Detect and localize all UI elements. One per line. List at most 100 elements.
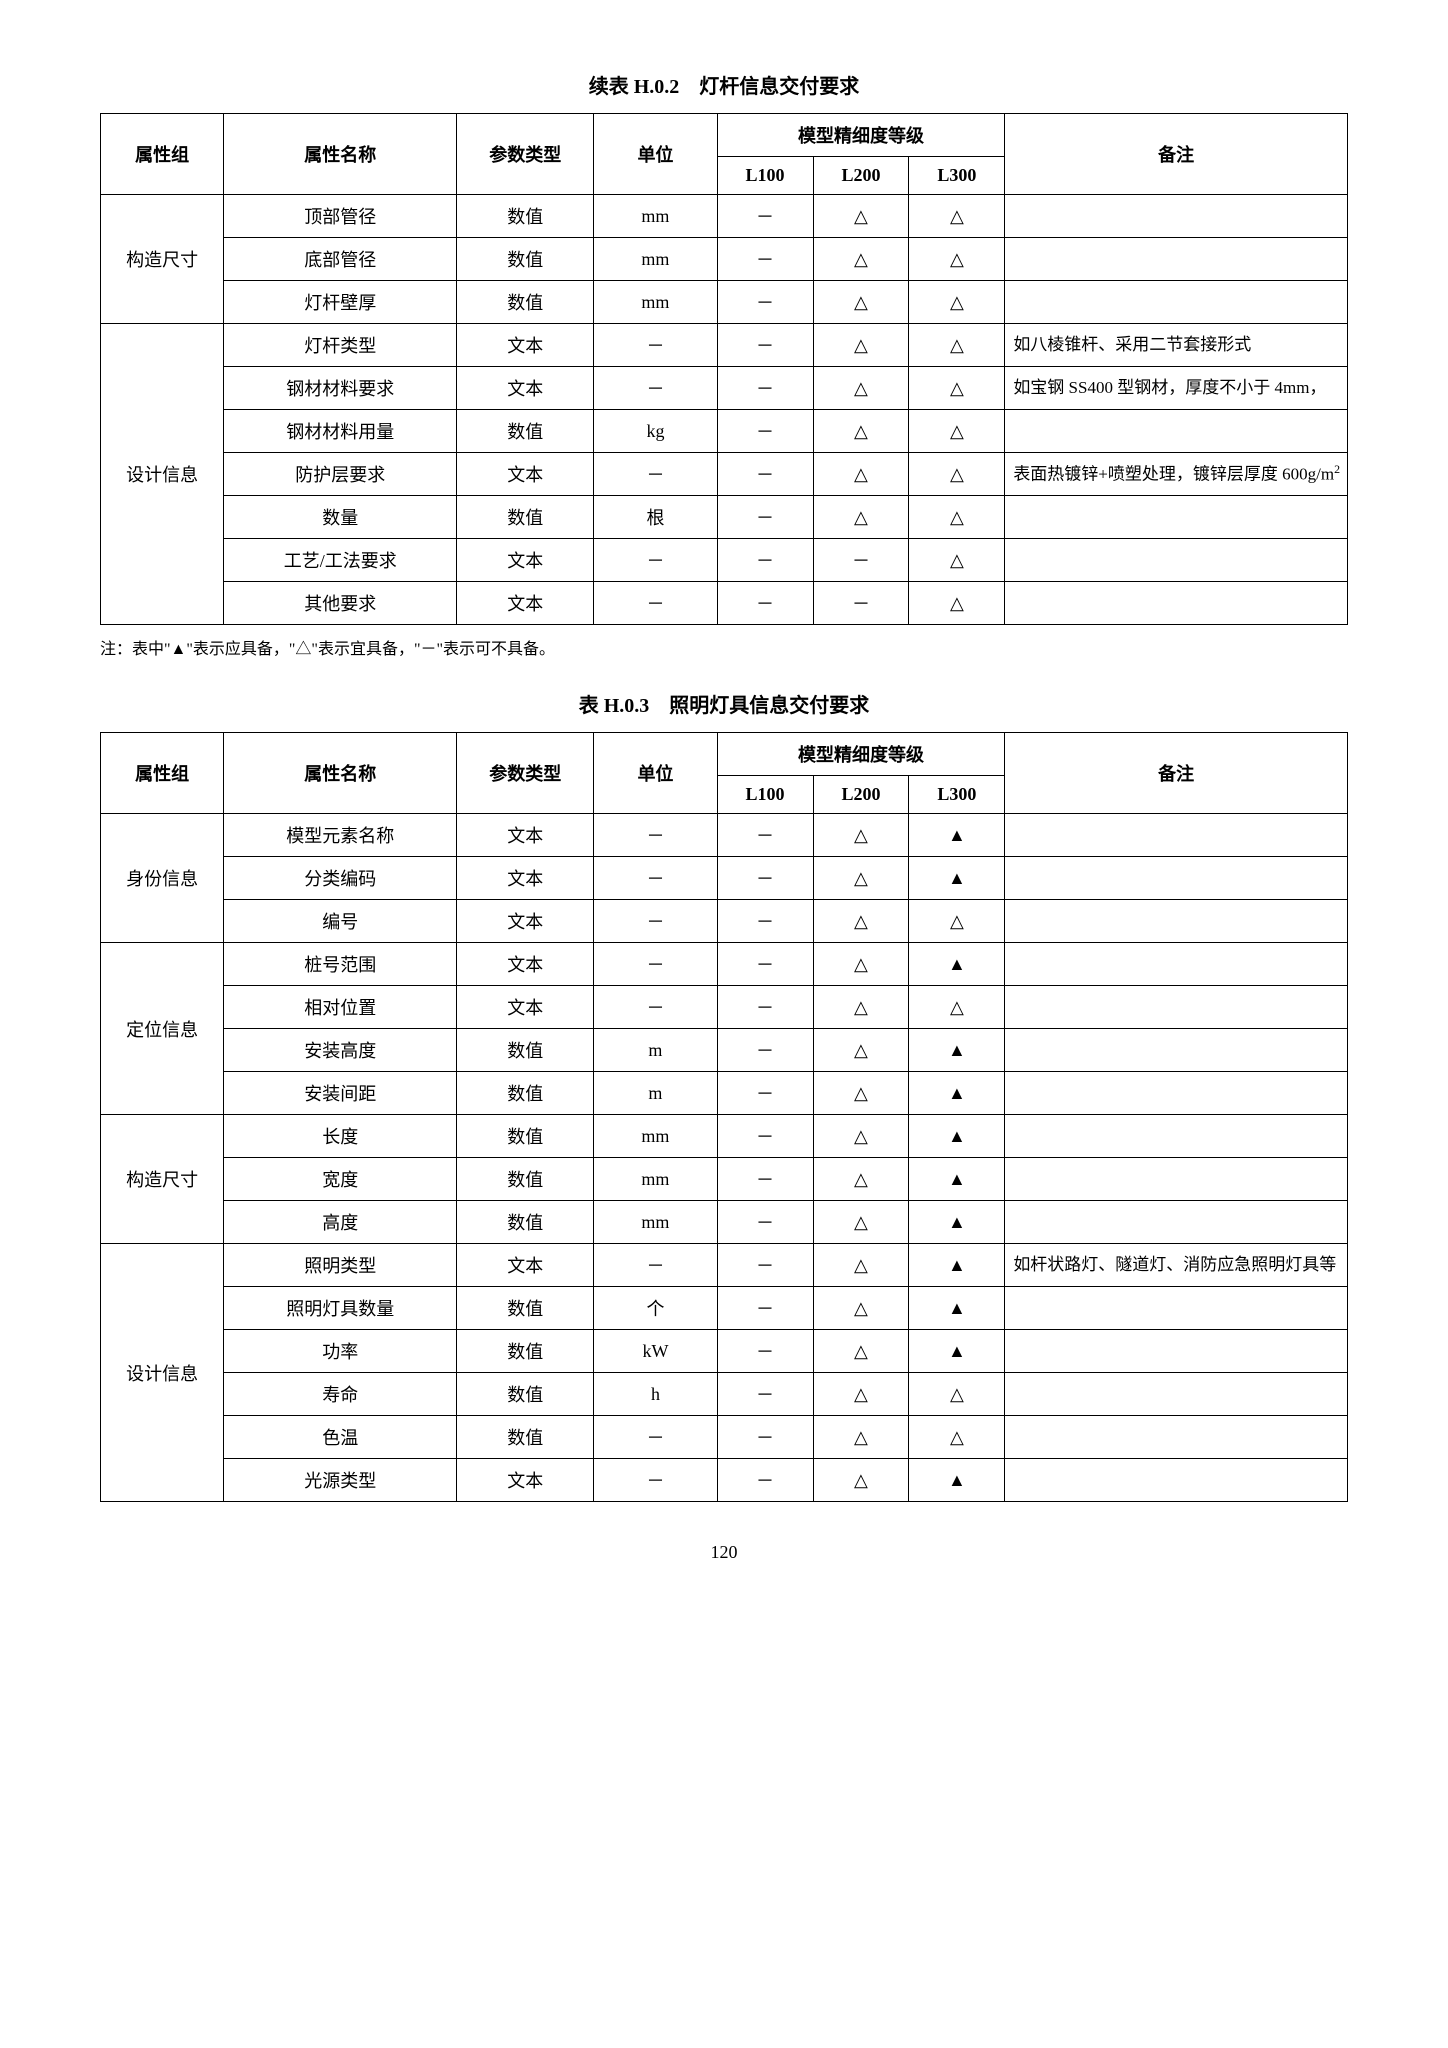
cell-l300: ▲ bbox=[909, 1459, 1005, 1502]
cell-type: 文本 bbox=[457, 943, 594, 986]
col-type: 参数类型 bbox=[457, 733, 594, 814]
cell-l100: － bbox=[717, 410, 813, 453]
table-row: 照明灯具数量数值个－△▲ bbox=[101, 1287, 1348, 1330]
cell-l300: △ bbox=[909, 582, 1005, 625]
cell-l200: △ bbox=[813, 1244, 909, 1287]
page-number: 120 bbox=[100, 1542, 1348, 1563]
cell-l200: △ bbox=[813, 1330, 909, 1373]
cell-l200: △ bbox=[813, 857, 909, 900]
cell-l100: － bbox=[717, 1416, 813, 1459]
cell-l100: － bbox=[717, 1201, 813, 1244]
cell-name: 底部管径 bbox=[224, 238, 457, 281]
cell-remark bbox=[1005, 539, 1348, 582]
cell-unit: kW bbox=[594, 1330, 717, 1373]
table-row: 安装间距数值m－△▲ bbox=[101, 1072, 1348, 1115]
cell-unit: h bbox=[594, 1373, 717, 1416]
table-row: 分类编码文本－－△▲ bbox=[101, 857, 1348, 900]
cell-remark bbox=[1005, 1287, 1348, 1330]
cell-l200: △ bbox=[813, 1373, 909, 1416]
table-row: 安装高度数值m－△▲ bbox=[101, 1029, 1348, 1072]
cell-l300: △ bbox=[909, 195, 1005, 238]
table-row: 底部管径数值mm－△△ bbox=[101, 238, 1348, 281]
group-cell: 构造尺寸 bbox=[101, 1115, 224, 1244]
col-remark: 备注 bbox=[1005, 733, 1348, 814]
cell-name: 安装高度 bbox=[224, 1029, 457, 1072]
cell-name: 寿命 bbox=[224, 1373, 457, 1416]
table1-title: 续表 H.0.2 灯杆信息交付要求 bbox=[100, 70, 1348, 99]
cell-name: 防护层要求 bbox=[224, 453, 457, 496]
cell-remark: 如杆状路灯、隧道灯、消防应急照明灯具等 bbox=[1005, 1244, 1348, 1287]
table2-head: 属性组 属性名称 参数类型 单位 模型精细度等级 备注 L100 L200 L3… bbox=[101, 733, 1348, 814]
table-row: 钢材材料用量数值kg－△△ bbox=[101, 410, 1348, 453]
cell-l300: △ bbox=[909, 496, 1005, 539]
col-level-header: 模型精细度等级 bbox=[717, 733, 1005, 776]
cell-type: 文本 bbox=[457, 857, 594, 900]
cell-unit: － bbox=[594, 1416, 717, 1459]
table2-title: 表 H.0.3 照明灯具信息交付要求 bbox=[100, 689, 1348, 718]
cell-l200: △ bbox=[813, 1287, 909, 1330]
cell-type: 文本 bbox=[457, 582, 594, 625]
cell-l300: ▲ bbox=[909, 1158, 1005, 1201]
cell-l200: － bbox=[813, 539, 909, 582]
cell-unit: 个 bbox=[594, 1287, 717, 1330]
cell-remark bbox=[1005, 281, 1348, 324]
cell-name: 数量 bbox=[224, 496, 457, 539]
cell-remark bbox=[1005, 1029, 1348, 1072]
cell-l100: － bbox=[717, 367, 813, 410]
table1: 属性组 属性名称 参数类型 单位 模型精细度等级 备注 L100 L200 L3… bbox=[100, 113, 1348, 625]
cell-type: 文本 bbox=[457, 367, 594, 410]
cell-remark bbox=[1005, 1459, 1348, 1502]
cell-name: 钢材材料用量 bbox=[224, 410, 457, 453]
cell-type: 数值 bbox=[457, 410, 594, 453]
col-l100: L100 bbox=[717, 776, 813, 814]
cell-remark bbox=[1005, 1330, 1348, 1373]
cell-l300: ▲ bbox=[909, 943, 1005, 986]
col-name: 属性名称 bbox=[224, 733, 457, 814]
cell-unit: mm bbox=[594, 1115, 717, 1158]
cell-l200: △ bbox=[813, 1115, 909, 1158]
table-row: 钢材材料要求文本－－△△如宝钢 SS400 型钢材，厚度不小于 4mm， bbox=[101, 367, 1348, 410]
cell-name: 功率 bbox=[224, 1330, 457, 1373]
cell-name: 色温 bbox=[224, 1416, 457, 1459]
cell-l200: △ bbox=[813, 900, 909, 943]
cell-l100: － bbox=[717, 453, 813, 496]
document-page: 续表 H.0.2 灯杆信息交付要求 属性组 属性名称 参数类型 单位 模型精细度… bbox=[100, 70, 1348, 1563]
cell-l100: － bbox=[717, 943, 813, 986]
cell-name: 钢材材料要求 bbox=[224, 367, 457, 410]
cell-remark bbox=[1005, 1072, 1348, 1115]
cell-name: 光源类型 bbox=[224, 1459, 457, 1502]
col-l200: L200 bbox=[813, 776, 909, 814]
cell-l300: △ bbox=[909, 986, 1005, 1029]
cell-l100: － bbox=[717, 1029, 813, 1072]
cell-type: 数值 bbox=[457, 1072, 594, 1115]
table2: 属性组 属性名称 参数类型 单位 模型精细度等级 备注 L100 L200 L3… bbox=[100, 732, 1348, 1502]
cell-remark bbox=[1005, 900, 1348, 943]
cell-type: 数值 bbox=[457, 496, 594, 539]
cell-name: 桩号范围 bbox=[224, 943, 457, 986]
cell-l100: － bbox=[717, 1244, 813, 1287]
cell-remark bbox=[1005, 195, 1348, 238]
cell-name: 高度 bbox=[224, 1201, 457, 1244]
table-row: 构造尺寸长度数值mm－△▲ bbox=[101, 1115, 1348, 1158]
col-unit: 单位 bbox=[594, 733, 717, 814]
cell-l100: － bbox=[717, 900, 813, 943]
cell-name: 照明类型 bbox=[224, 1244, 457, 1287]
cell-type: 数值 bbox=[457, 1029, 594, 1072]
table-row: 寿命数值h－△△ bbox=[101, 1373, 1348, 1416]
cell-unit: mm bbox=[594, 1158, 717, 1201]
cell-type: 文本 bbox=[457, 900, 594, 943]
cell-type: 数值 bbox=[457, 238, 594, 281]
cell-l100: － bbox=[717, 582, 813, 625]
group-cell: 设计信息 bbox=[101, 1244, 224, 1502]
cell-remark bbox=[1005, 814, 1348, 857]
col-l300: L300 bbox=[909, 776, 1005, 814]
cell-unit: m bbox=[594, 1029, 717, 1072]
cell-l200: △ bbox=[813, 367, 909, 410]
cell-name: 相对位置 bbox=[224, 986, 457, 1029]
cell-l300: ▲ bbox=[909, 1072, 1005, 1115]
cell-l100: － bbox=[717, 1373, 813, 1416]
col-group: 属性组 bbox=[101, 733, 224, 814]
table-row: 其他要求文本－－－△ bbox=[101, 582, 1348, 625]
table-row: 色温数值－－△△ bbox=[101, 1416, 1348, 1459]
cell-type: 文本 bbox=[457, 814, 594, 857]
